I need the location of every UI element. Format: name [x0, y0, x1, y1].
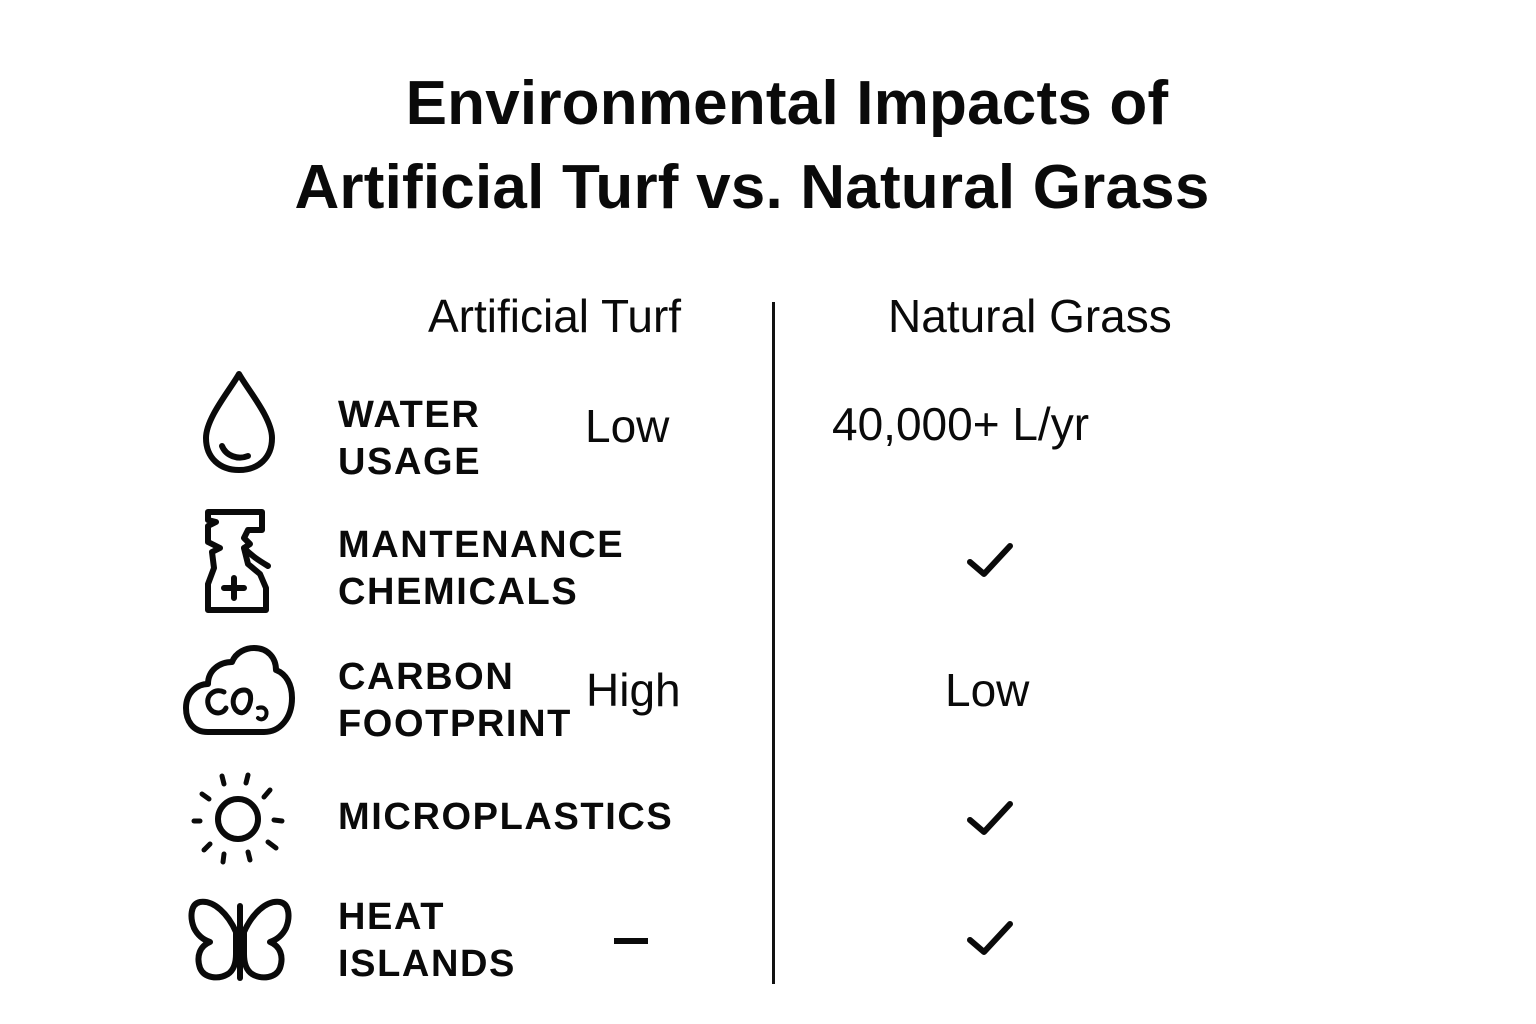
- row-label-carbon-footprint: CARBON FOOTPRINT: [338, 656, 572, 745]
- sun-icon: [191, 772, 285, 865]
- co2-cloud-icon: [183, 645, 295, 735]
- artificial-dash-icon-heat-islands: [614, 938, 648, 944]
- title-line-1: Environmental Impacts of: [405, 69, 1169, 138]
- natural-check-icon-heat-islands: [967, 921, 1013, 955]
- page-title: Environmental Impacts of Artificial Turf…: [0, 62, 1504, 230]
- column-header-natural-grass: Natural Grass: [888, 290, 1172, 342]
- title-line-2: Artificial Turf vs. Natural Grass: [294, 153, 1210, 222]
- row-label-water-usage: WATER USAGE: [338, 394, 482, 483]
- row-label-heat-islands: HEAT ISLANDS: [338, 896, 516, 985]
- spray-bottle-icon: [205, 509, 271, 613]
- water-drop-icon: [203, 371, 275, 473]
- column-divider: [772, 302, 775, 984]
- artificial-value-carbon-footprint: High: [586, 664, 681, 716]
- row-label-maintenance-chemicals: MANTENANCE CHEMICALS: [338, 524, 625, 613]
- natural-check-icon-microplastics: [967, 801, 1013, 835]
- natural-value-water-usage: 40,000+ L/yr: [832, 398, 1090, 450]
- column-header-artificial-turf: Artificial Turf: [428, 290, 682, 342]
- natural-check-icon-maintenance-chemicals: [967, 543, 1013, 577]
- row-label-microplastics: MICROPLASTICS: [338, 796, 674, 838]
- butterfly-icon: [188, 898, 292, 981]
- artificial-value-water-usage: Low: [585, 400, 670, 452]
- natural-value-carbon-footprint: Low: [945, 664, 1030, 716]
